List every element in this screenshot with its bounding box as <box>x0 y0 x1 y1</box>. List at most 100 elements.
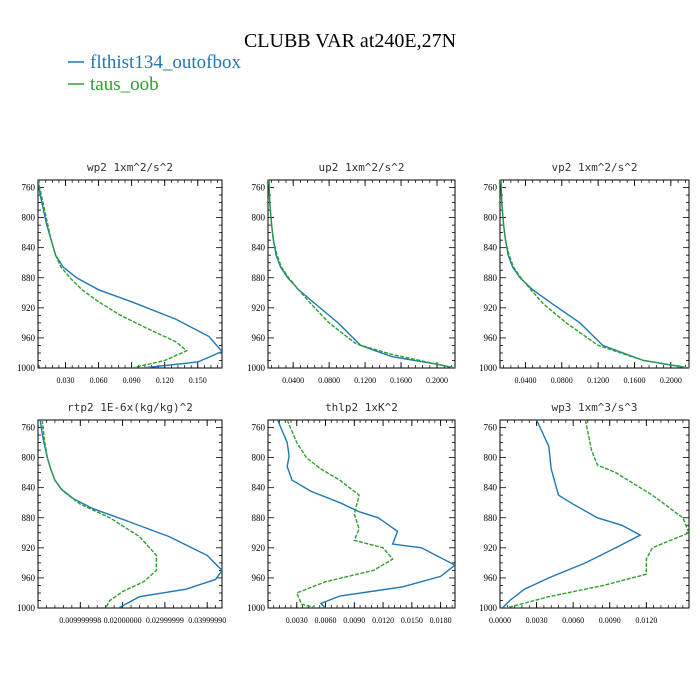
x-tick-label: 0.0090 <box>599 616 621 625</box>
y-tick-label: 1000 <box>479 363 498 373</box>
legend-label-flthist134: flthist134_outofbox <box>90 52 241 73</box>
series-line-taus-oob <box>505 420 689 608</box>
y-tick-label: 920 <box>252 543 266 553</box>
panel-2: up2 1xm^2/s^2 760 800 840 880 920 960 1000 0.040… <box>247 161 456 385</box>
panel-6: wp3 1xm^3/s^3 760 800 840 880 920 960 1000 0.000… <box>479 401 690 625</box>
x-tick-label: 0.0800 <box>551 376 573 385</box>
x-tick-label: 0.090 <box>123 376 141 385</box>
y-tick-label: 840 <box>484 243 498 253</box>
x-tick-label: 0.0000 <box>489 616 511 625</box>
panel-title: wp2 1xm^2/s^2 <box>87 161 173 174</box>
y-tick-label: 960 <box>252 573 266 583</box>
y-tick-label: 920 <box>22 303 36 313</box>
y-tick-label: 1000 <box>17 363 36 373</box>
y-tick-label: 880 <box>22 273 36 283</box>
panel-3: vp2 1xm^2/s^2 760 800 840 880 920 960 1000 0.040… <box>479 161 690 385</box>
panel-4: rtp2 1E-6x(kg/kg)^2 760 800 840 880 920 960 100… <box>17 401 226 625</box>
series-line-flthist134 <box>38 180 222 368</box>
panel-frame <box>499 179 690 369</box>
y-tick-label: 760 <box>484 423 498 433</box>
panel-frame <box>267 419 456 609</box>
y-tick-label: 920 <box>252 303 266 313</box>
y-tick-label: 880 <box>484 273 498 283</box>
series-line-flthist134 <box>39 420 222 608</box>
series-line-taus-oob <box>41 420 158 608</box>
series-line-taus-oob <box>500 180 689 368</box>
y-tick-label: 760 <box>252 183 266 193</box>
y-tick-label: 840 <box>22 483 36 493</box>
y-tick-label: 840 <box>484 483 498 493</box>
panel-frame <box>37 419 223 609</box>
x-tick-label: 0.030 <box>57 376 75 385</box>
y-tick-label: 920 <box>22 543 36 553</box>
x-tick-label: 0.0120 <box>635 616 657 625</box>
y-tick-label: 960 <box>252 333 266 343</box>
panel-title: rtp2 1E-6x(kg/kg)^2 <box>67 401 193 414</box>
legend: flthist134_outofbox taus_oob <box>68 52 241 95</box>
y-tick-label: 840 <box>252 483 266 493</box>
y-tick-label: 800 <box>22 453 36 463</box>
panel-frame <box>499 419 690 609</box>
x-tick-label: 0.0030 <box>526 616 548 625</box>
x-tick-label: 0.02999999 <box>146 616 184 625</box>
panels: wp2 1xm^2/s^2 760 800 840 880 920 960 1000 0.030… <box>17 161 690 625</box>
series-line-taus-oob <box>286 420 394 608</box>
y-tick-label: 960 <box>22 573 36 583</box>
panel-title: wp3 1xm^3/s^3 <box>551 401 637 414</box>
panel-title: thlp2 1xK^2 <box>325 401 398 414</box>
series-line-taus-oob <box>268 180 455 368</box>
panel-title: up2 1xm^2/s^2 <box>318 161 404 174</box>
y-tick-label: 960 <box>22 333 36 343</box>
x-tick-label: 0.0090 <box>343 616 365 625</box>
figure-title: CLUBB VAR at240E,27N <box>244 30 456 52</box>
x-tick-label: 0.0180 <box>430 616 452 625</box>
y-tick-label: 800 <box>252 453 266 463</box>
panel-5: thlp2 1xK^2 760 800 840 880 920 960 1000 0.0030 0… <box>247 401 456 625</box>
y-tick-label: 760 <box>22 423 36 433</box>
x-tick-label: 0.2000 <box>660 376 682 385</box>
legend-label-taus-oob: taus_oob <box>90 74 159 95</box>
y-tick-label: 920 <box>484 543 498 553</box>
x-tick-label: 0.0800 <box>318 376 340 385</box>
x-tick-label: 0.1600 <box>623 376 645 385</box>
y-tick-label: 960 <box>484 333 498 343</box>
x-tick-label: 0.03999990 <box>188 616 226 625</box>
y-tick-label: 840 <box>252 243 266 253</box>
y-tick-label: 840 <box>22 243 36 253</box>
y-tick-label: 880 <box>484 513 498 523</box>
x-tick-label: 0.0400 <box>282 376 304 385</box>
panel-frame <box>267 179 456 369</box>
y-tick-label: 760 <box>484 183 498 193</box>
series-line-flthist134 <box>276 420 455 608</box>
panel-1: wp2 1xm^2/s^2 760 800 840 880 920 960 1000 0.030… <box>17 161 223 385</box>
y-tick-label: 880 <box>252 273 266 283</box>
series-line-flthist134 <box>500 180 689 368</box>
y-tick-label: 1000 <box>479 603 498 613</box>
x-tick-label: 0.1200 <box>354 376 376 385</box>
x-tick-label: 0.0030 <box>286 616 308 625</box>
x-tick-label: 0.150 <box>189 376 207 385</box>
x-tick-label: 0.1200 <box>587 376 609 385</box>
x-tick-label: 0.0400 <box>514 376 536 385</box>
x-tick-label: 0.02000000 <box>104 616 142 625</box>
series-line-flthist134 <box>501 420 642 608</box>
y-tick-label: 960 <box>484 573 498 583</box>
y-tick-label: 760 <box>252 423 266 433</box>
y-tick-label: 800 <box>484 213 498 223</box>
panel-title: vp2 1xm^2/s^2 <box>551 161 637 174</box>
panel-frame <box>37 179 223 369</box>
y-tick-label: 800 <box>22 213 36 223</box>
x-tick-label: 0.0060 <box>562 616 584 625</box>
y-tick-label: 1000 <box>17 603 36 613</box>
x-tick-label: 0.120 <box>156 376 174 385</box>
y-tick-label: 880 <box>22 513 36 523</box>
series-line-flthist134 <box>268 180 455 368</box>
x-tick-label: 0.0060 <box>315 616 337 625</box>
x-tick-label: 0.009999998 <box>59 616 101 625</box>
x-tick-label: 0.0150 <box>401 616 423 625</box>
y-tick-label: 800 <box>484 453 498 463</box>
y-tick-label: 1000 <box>247 363 266 373</box>
series-line-taus-oob <box>38 180 189 368</box>
y-tick-label: 760 <box>22 183 36 193</box>
